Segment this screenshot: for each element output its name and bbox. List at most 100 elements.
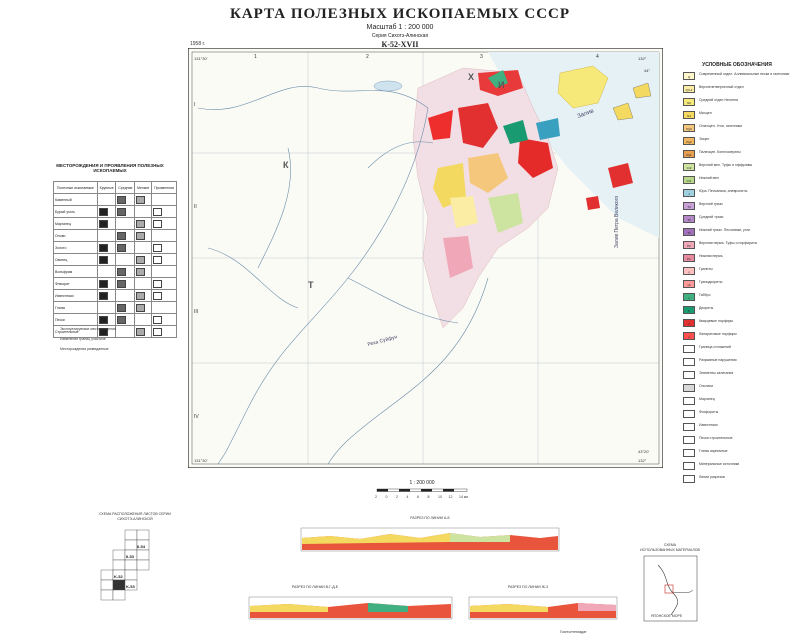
- legend-swatch: ν: [683, 293, 695, 301]
- deposit-symbol-cell: [134, 277, 152, 290]
- inset-subtitle: ИСПОЛЬЗОВАННЫХ МАТЕРИАЛОВ: [640, 548, 700, 552]
- deposit-symbol-cell: [96, 193, 117, 206]
- legend-text: Юра. Песчаники, алевролиты: [699, 189, 748, 193]
- legend-item: Pg2 Эоцен: [683, 137, 795, 146]
- deposit-symbol-cell: [150, 277, 178, 290]
- deposit-name: Каменный: [53, 193, 98, 206]
- deposit-symbol-cell: [115, 241, 136, 254]
- sheet-number: К-52-XVII: [381, 40, 419, 49]
- tick-top-3: 3: [480, 54, 483, 60]
- legend-text: Разрывные нарушения: [699, 358, 737, 362]
- deposit-symbol-cell: [150, 289, 178, 302]
- deposit-symbol-cell: [150, 301, 178, 314]
- legend-text: Граница отложений: [699, 345, 731, 349]
- legend-item: ν Габбро: [683, 293, 795, 302]
- legend-swatch: Q: [683, 72, 695, 80]
- legend-swatch: Pg2: [683, 137, 695, 145]
- legend-code: ν: [688, 296, 690, 300]
- deposit-symbol-cell: [150, 205, 178, 218]
- deposit-symbol-cell: [115, 301, 136, 314]
- legend-swatch: [683, 397, 695, 405]
- legend-swatch: Pg3: [683, 124, 695, 132]
- legend-text: Пески строительные: [699, 436, 733, 440]
- deposit-symbol-cell: [134, 229, 152, 242]
- legend-swatch: Cr2: [683, 163, 695, 171]
- legend-swatch: ξ: [683, 319, 695, 327]
- legend-item: Элементы залегания: [683, 371, 795, 380]
- section-title-1: РАЗРЕЗ ПО ЛИНИИ А-Б: [410, 516, 450, 520]
- legend-text: Верхний мел. Туфы и эффузивы: [699, 163, 753, 167]
- legend-code: Pg1: [686, 153, 692, 157]
- legend-text: Миоцен: [699, 111, 712, 115]
- legend-text: Верхняя пермь. Туфы и порфириты: [699, 241, 758, 245]
- tick-top-2: 2: [366, 54, 369, 60]
- legend-item: Оползни: [683, 384, 795, 393]
- legend-swatch: [683, 436, 695, 444]
- deposit-symbol-cell: [134, 265, 152, 278]
- index-map-title: СХЕМА РАСПОЛОЖЕНИЯ ЛИСТОВ СЕРИИ СИХОТЭ-А…: [99, 512, 171, 521]
- scalebar-tick: 8: [428, 495, 430, 499]
- deposits-note-1: Эксплуатируемые месторождения: [60, 327, 116, 331]
- deposit-symbol: [136, 195, 146, 204]
- legend-text: Линии разрезов: [699, 475, 725, 479]
- deposit-name: Олово: [53, 229, 98, 242]
- legend-code: Q: [687, 75, 691, 79]
- sheet-year: 1958 г.: [190, 41, 206, 47]
- deposit-name: Известняки: [53, 289, 98, 302]
- deposit-symbol: [152, 243, 162, 252]
- legend-swatch: T3: [683, 202, 695, 210]
- legend-swatch: N1: [683, 111, 695, 119]
- deposit-name: Пески: [53, 313, 98, 326]
- legend-item: Разрывные нарушения: [683, 358, 795, 367]
- deposit-name: Золото: [53, 241, 98, 254]
- inset-map: ЯПОНСКОЕ МОРЕ: [643, 555, 698, 622]
- legend-item: T2 Средний триас: [683, 215, 795, 224]
- scalebar-tick: 2: [375, 495, 377, 499]
- tick-left-3: III: [194, 309, 198, 315]
- deposit-symbol-cell: [134, 313, 152, 326]
- deposit-symbol-cell: [96, 277, 117, 290]
- deposit-symbol: [98, 315, 108, 324]
- deposit-symbol-cell: [134, 253, 152, 266]
- corner-bl: 131°30': [194, 458, 208, 463]
- legend-item: Cr1 Нижний мел: [683, 176, 795, 185]
- legend-item: T3 Верхний триас: [683, 202, 795, 211]
- table-row: Олово: [53, 229, 178, 242]
- legend-swatch: [683, 410, 695, 418]
- deposit-symbol-cell: [150, 253, 178, 266]
- deposit-symbol: [136, 219, 146, 228]
- legend-code: P2: [687, 244, 691, 248]
- legend-item: Известняки: [683, 423, 795, 432]
- deposit-symbol: [152, 255, 162, 264]
- deposit-symbol: [136, 267, 146, 276]
- lat-bottom: 43°20': [638, 449, 649, 454]
- deposit-symbol: [136, 327, 146, 336]
- legend-text: Граниты: [699, 267, 713, 271]
- rivers: [197, 86, 489, 465]
- legend-item: Глины кирпичные: [683, 449, 795, 458]
- deposits-note-3: Месторождения разведанные: [60, 347, 109, 351]
- deposit-symbol-cell: [115, 277, 136, 290]
- deposit-symbol-cell: [134, 205, 152, 218]
- section-1: [300, 527, 560, 552]
- legend-text: Габбро: [699, 293, 711, 297]
- region-label-west-2: Т: [308, 280, 314, 290]
- scalebar-tick: 4: [407, 495, 409, 499]
- legend-text: Средний отдел Неогена: [699, 98, 738, 102]
- legend-swatch: P2: [683, 241, 695, 249]
- deposit-symbol: [152, 219, 162, 228]
- scalebar: 2 0 2 4 6 8 10 12 14 км: [375, 488, 468, 499]
- legend-item: Пески строительные: [683, 436, 795, 445]
- deposit-symbol-cell: [96, 241, 117, 254]
- deposit-symbol: [152, 291, 162, 300]
- deposit-symbol: [117, 243, 127, 252]
- deposit-symbol: [98, 279, 108, 288]
- table-row: Флюорит: [53, 277, 178, 290]
- legend-item: P2 Верхняя пермь. Туфы и порфириты: [683, 241, 795, 250]
- legend-item: Pg3 Олигоцен. Угли, галечники: [683, 124, 795, 133]
- legend-swatch: N2: [683, 98, 695, 106]
- tick-left-1: I: [194, 102, 195, 108]
- legend-code: J: [688, 192, 690, 196]
- lake: [373, 80, 403, 92]
- deposit-symbol-cell: [150, 241, 178, 254]
